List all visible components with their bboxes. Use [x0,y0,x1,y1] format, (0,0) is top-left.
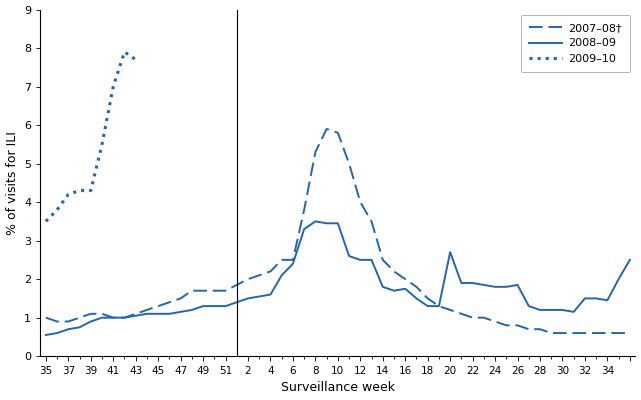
2008–09 [87,319,95,324]
Y-axis label: % of visits for ILI: % of visits for ILI [6,131,19,235]
2008–09 [435,304,443,308]
2007–08† [626,331,634,336]
2009–10 [65,192,72,197]
2008–09 [42,332,50,337]
2009–10 [121,50,128,54]
2008–09 [592,296,600,301]
2008–09 [413,296,420,301]
2008–09 [312,219,319,224]
Line: 2008–09: 2008–09 [46,221,630,335]
Line: 2009–10: 2009–10 [46,52,136,221]
2007–08† [87,312,95,316]
2007–08† [42,315,50,320]
2009–10 [110,84,117,89]
2007–08† [547,331,555,336]
2009–10 [53,208,61,212]
2007–08† [368,219,376,224]
2007–08† [255,273,263,278]
Line: 2007–08†: 2007–08† [46,129,630,333]
Legend: 2007–08†, 2008–09, 2009–10: 2007–08†, 2008–09, 2009–10 [521,15,630,72]
2009–10 [76,188,83,193]
2007–08† [323,126,331,131]
2008–09 [626,258,634,262]
2009–10 [98,142,106,147]
2007–08† [435,304,443,308]
2007–08† [334,130,342,135]
2007–08† [413,284,420,289]
2009–10 [87,188,95,193]
2008–09 [334,221,342,226]
2009–10 [42,219,50,224]
2009–10 [132,57,140,62]
X-axis label: Surveillance week: Surveillance week [281,382,395,394]
2008–09 [255,294,263,299]
